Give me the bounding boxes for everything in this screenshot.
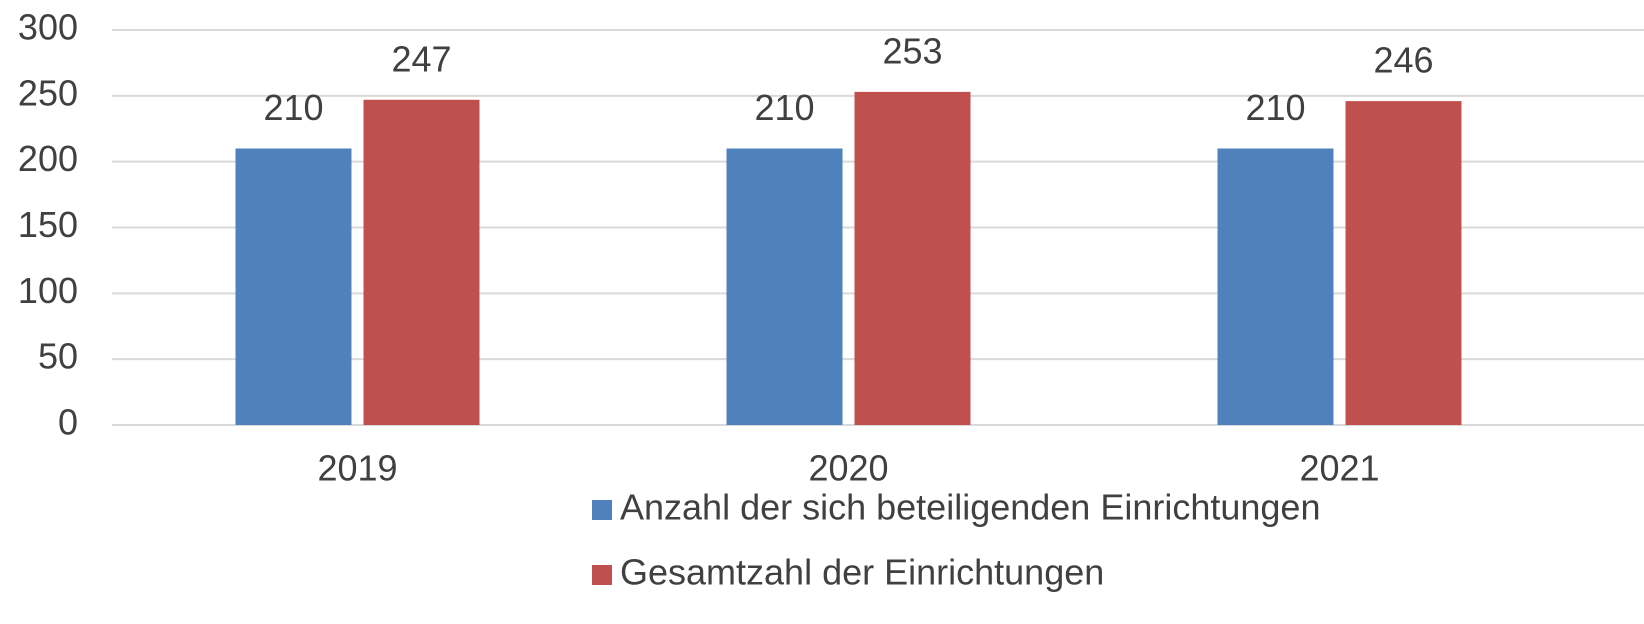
- bar: [1217, 148, 1334, 425]
- bar: [1345, 101, 1462, 425]
- legend-swatch: [592, 500, 612, 520]
- x-tick-label: 2019: [317, 448, 397, 489]
- bar: [854, 91, 971, 425]
- legend-swatch: [592, 565, 612, 585]
- bar: [235, 148, 352, 425]
- bar: [726, 148, 843, 425]
- y-tick-label: 300: [18, 7, 78, 48]
- y-tick-label: 150: [18, 204, 78, 245]
- y-tick-label: 100: [18, 270, 78, 311]
- legend-label: Gesamtzahl der Einrichtungen: [620, 552, 1104, 593]
- y-tick-label: 200: [18, 138, 78, 179]
- y-tick-label: 0: [58, 402, 78, 443]
- y-tick-label: 250: [18, 72, 78, 113]
- x-tick-label: 2020: [808, 448, 888, 489]
- data-label: 210: [1245, 87, 1305, 128]
- bar: [363, 99, 480, 426]
- y-tick-label: 50: [38, 336, 78, 377]
- data-label: 210: [754, 87, 814, 128]
- x-tick-label: 2021: [1299, 448, 1379, 489]
- data-label: 247: [391, 38, 451, 79]
- data-label: 210: [263, 87, 323, 128]
- legend-label: Anzahl der sich beteiligenden Einrichtun…: [620, 487, 1320, 528]
- data-label: 253: [882, 30, 942, 71]
- data-label: 246: [1373, 40, 1433, 81]
